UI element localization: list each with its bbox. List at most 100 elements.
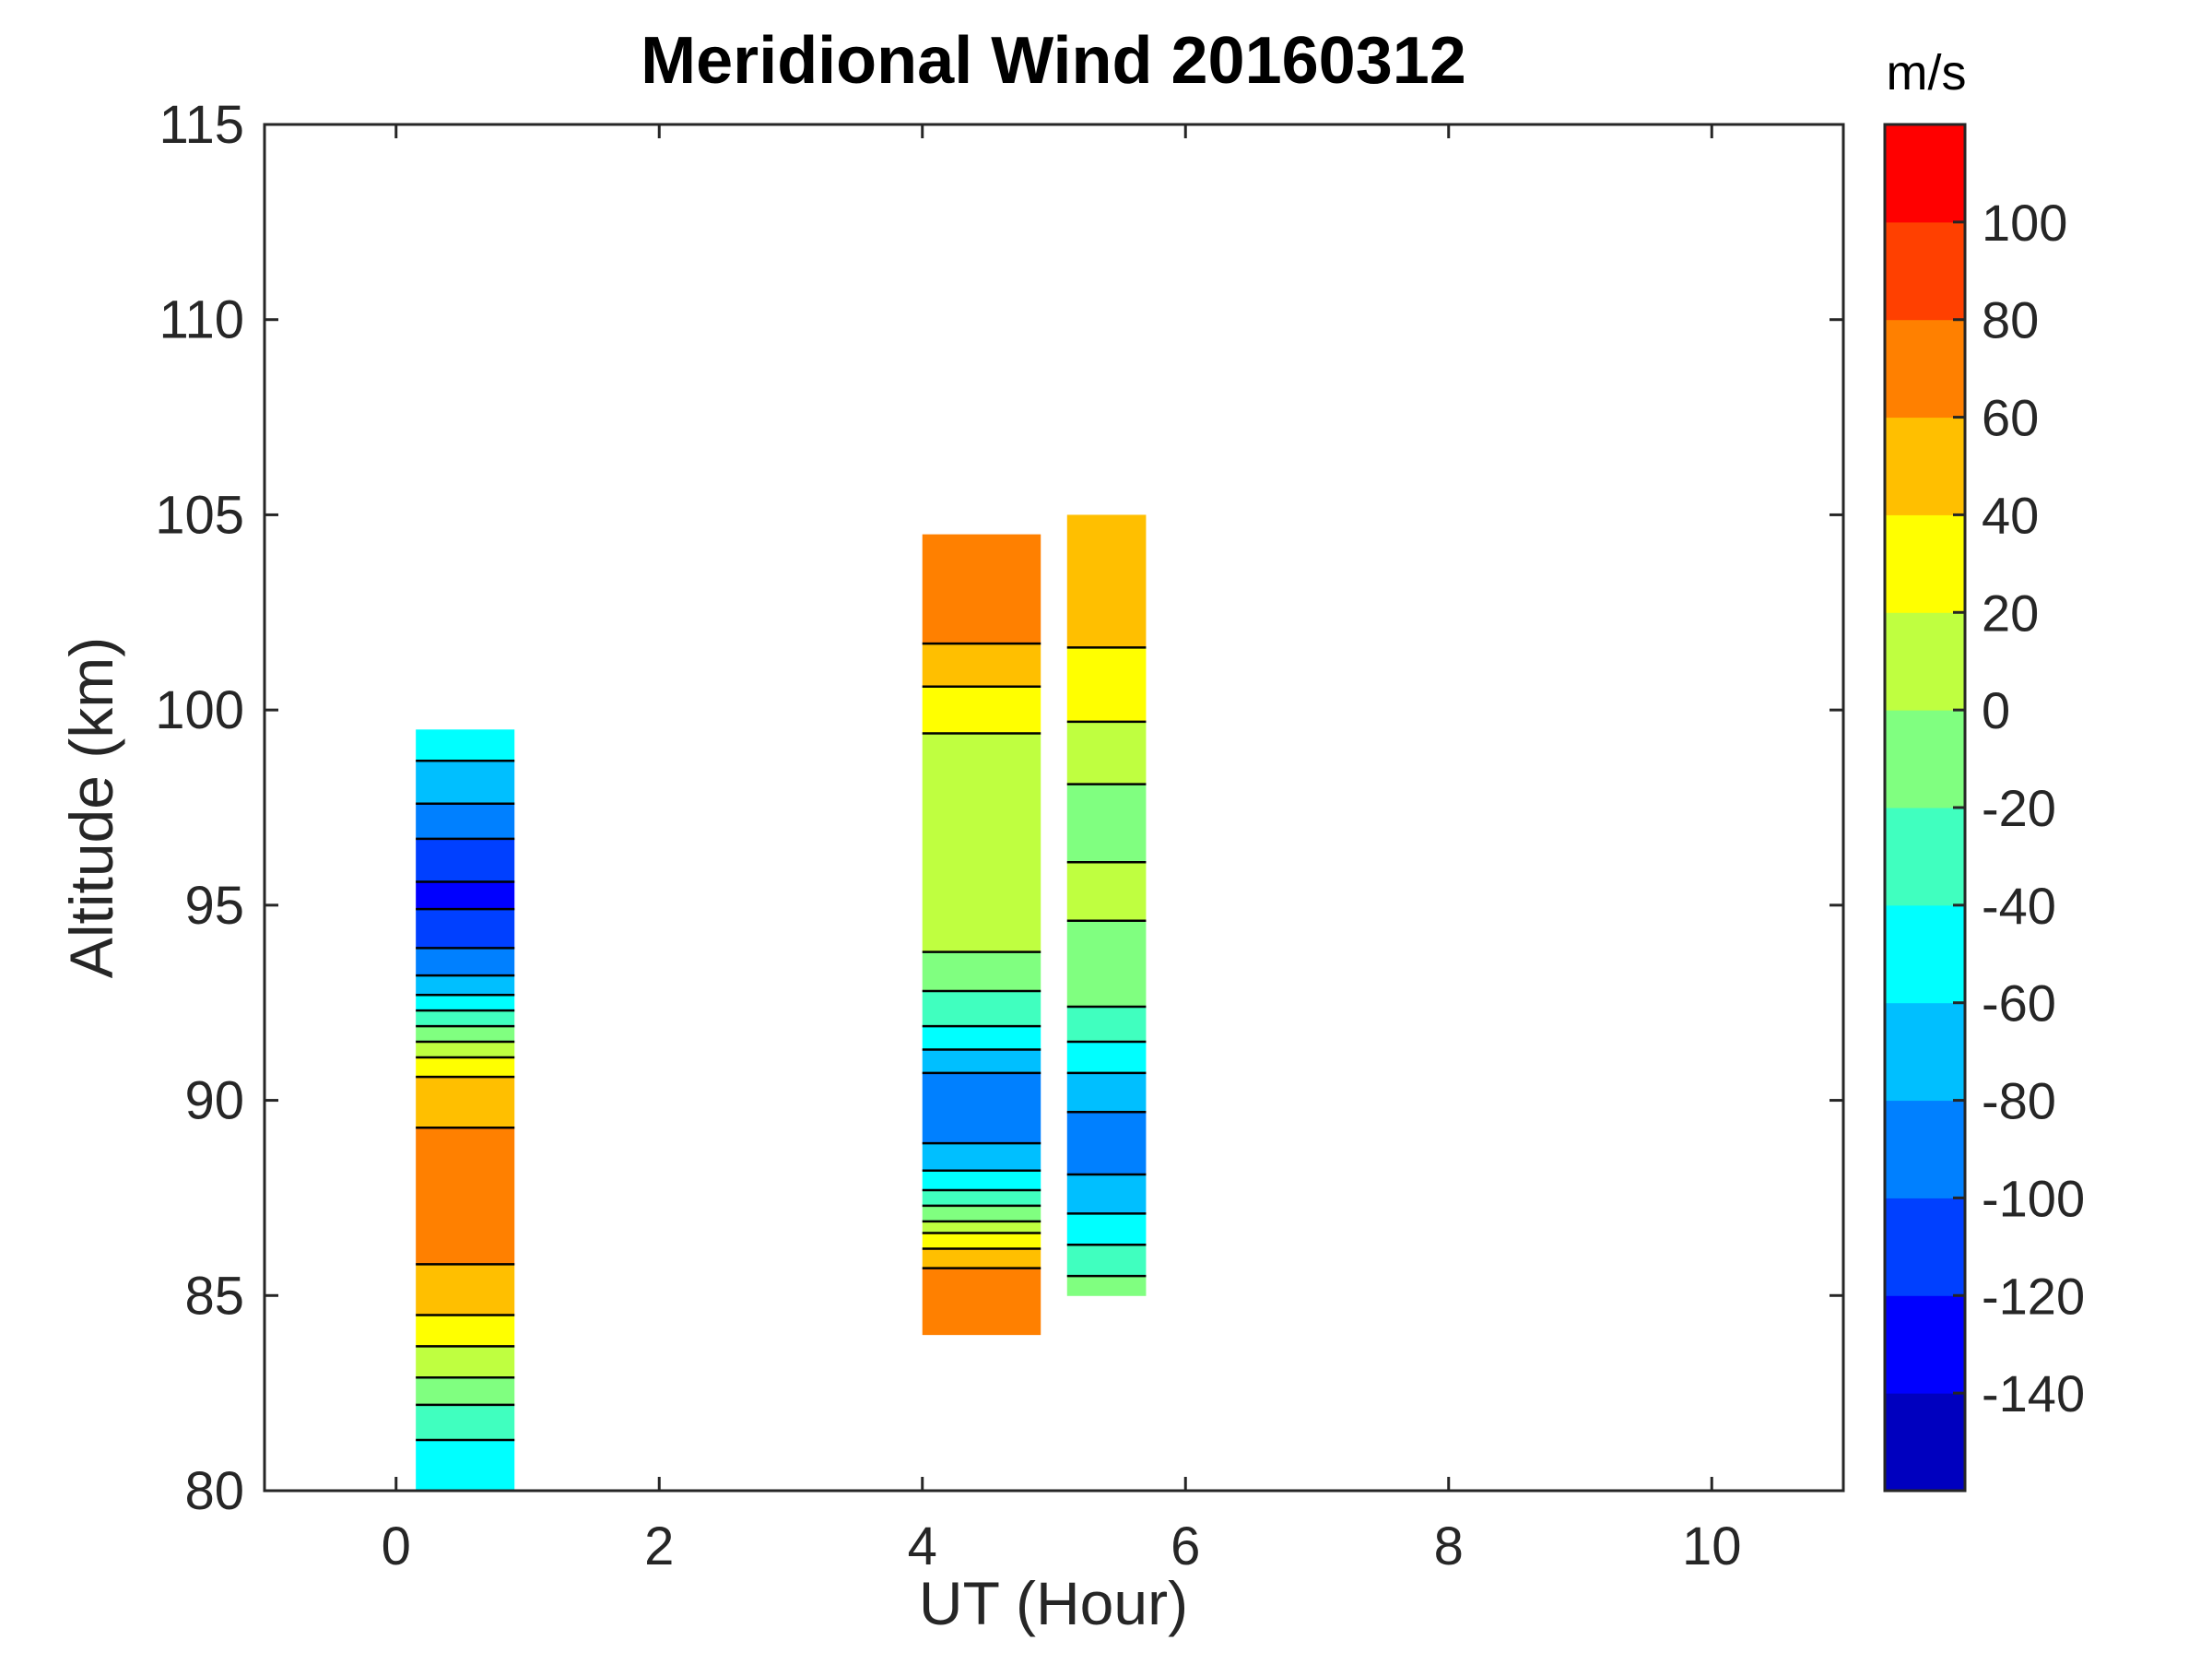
contour-band (416, 838, 515, 882)
contour-band (416, 803, 515, 840)
y-tick-label: 115 (159, 95, 244, 155)
contour-band (416, 1315, 515, 1347)
colorbar-tick-label: -40 (1982, 877, 2056, 935)
colorbar-swatch (1885, 124, 1965, 223)
contour-band (922, 643, 1041, 688)
contour-band (922, 1189, 1041, 1207)
contour-band (416, 1404, 515, 1441)
contour-band (1066, 514, 1147, 648)
contour-band (1066, 920, 1147, 1008)
contour-band (922, 1026, 1041, 1051)
colorbar-tick-label: -120 (1982, 1267, 2085, 1325)
contour-band (416, 975, 515, 996)
colorbar-tick-label: -60 (1982, 974, 2056, 1033)
contour-band (922, 1049, 1041, 1074)
contour-band (922, 951, 1041, 992)
colorbar-swatch (1885, 1198, 1965, 1296)
contour-band (416, 1377, 515, 1406)
colorbar-swatch (1885, 612, 1965, 711)
colorbar-tick-label: 20 (1982, 584, 2039, 642)
contour-band (1066, 1245, 1147, 1277)
contour-band (922, 1233, 1041, 1249)
contour-band (1066, 1276, 1147, 1296)
colorbar-swatch (1885, 221, 1965, 321)
x-tick-label: 6 (1171, 1516, 1200, 1576)
y-tick-label: 95 (184, 876, 244, 936)
segment-3 (1066, 514, 1147, 1296)
contour-band (416, 1439, 515, 1491)
contour-band (416, 1346, 515, 1378)
y-axis-label: Altitude (km) (57, 637, 125, 978)
colorbar-swatch (1885, 417, 1965, 515)
x-axis: 0 2 4 6 8 10 (382, 124, 1742, 1576)
contour-band (416, 1042, 515, 1058)
plot-area (265, 124, 1843, 1491)
colorbar: 100 80 60 40 20 0 -20 -40 -60 -80 -100 -120 -140 (1883, 123, 2085, 1493)
colorbar-swatch (1885, 319, 1965, 419)
contour-data (416, 514, 1147, 1491)
contour-band (1066, 721, 1147, 785)
colorbar-tick-label: -80 (1982, 1072, 2056, 1130)
colorbar-tick-label: -140 (1982, 1364, 2085, 1422)
contour-band (1066, 784, 1147, 863)
colorbar-swatch (1885, 1002, 1965, 1102)
y-tick-label: 90 (184, 1071, 244, 1131)
contour-band (922, 686, 1041, 735)
x-tick-label: 8 (1434, 1516, 1464, 1576)
colorbar-swatch (1885, 904, 1965, 1004)
contour-band (416, 1010, 515, 1027)
contour-band (1066, 647, 1147, 723)
contour-band (1066, 1042, 1147, 1074)
contour-band (416, 995, 515, 1011)
contour-band (416, 729, 515, 761)
y-tick-label: 100 (155, 680, 244, 740)
colorbar-tick-label: 60 (1982, 389, 2039, 447)
colorbar-tick-label: -20 (1982, 779, 2056, 837)
x-tick-label: 2 (644, 1516, 674, 1576)
y-tick-label: 105 (155, 485, 244, 545)
contour-band (1066, 1213, 1147, 1245)
contour-band (416, 761, 515, 805)
colorbar-swatch (1885, 514, 1965, 613)
contour-band (1066, 1072, 1147, 1113)
contour-band (922, 733, 1041, 953)
y-tick-label: 80 (184, 1461, 244, 1521)
colorbar-tick-label: 80 (1982, 291, 2039, 349)
contour-band (922, 1221, 1041, 1234)
contour-band (922, 1268, 1041, 1336)
colorbar-tick-label: -100 (1982, 1169, 2085, 1227)
colorbar-tick-label: 40 (1982, 486, 2039, 544)
chart-title: Meridional Wind 20160312 (641, 24, 1466, 98)
contour-band (416, 1077, 515, 1128)
x-axis-label: UT (Hour) (919, 1569, 1188, 1637)
y-tick-label: 85 (184, 1266, 244, 1326)
contour-band (922, 534, 1041, 644)
contour-band (922, 1143, 1041, 1172)
colorbar-tick-label: 0 (1982, 681, 2010, 739)
contour-band (922, 1072, 1041, 1144)
colorbar-swatch (1885, 1393, 1965, 1492)
x-tick-label: 10 (1682, 1516, 1742, 1576)
contour-band (922, 1248, 1041, 1269)
contour-band (1066, 1006, 1147, 1043)
contour-band (416, 909, 515, 949)
contour-band (922, 1205, 1041, 1222)
colorbar-swatch (1885, 808, 1965, 906)
colorbar-swatch (1885, 1295, 1965, 1394)
contour-band (1066, 862, 1147, 922)
y-axis: 80 85 90 95 100 105 110 115 (155, 95, 1843, 1521)
contour-band (416, 1026, 515, 1043)
plot-frame (263, 123, 1845, 1493)
segment-2 (922, 534, 1041, 1336)
contour-band (416, 1264, 515, 1316)
x-tick-label: 4 (908, 1516, 937, 1576)
colorbar-unit-label: m/s (1887, 45, 1967, 100)
contour-band (1066, 1112, 1147, 1175)
contour-band (416, 948, 515, 976)
contour-band (922, 991, 1041, 1027)
contour-band (416, 1127, 515, 1265)
contour-band (416, 1056, 515, 1078)
segment-1 (416, 729, 515, 1491)
